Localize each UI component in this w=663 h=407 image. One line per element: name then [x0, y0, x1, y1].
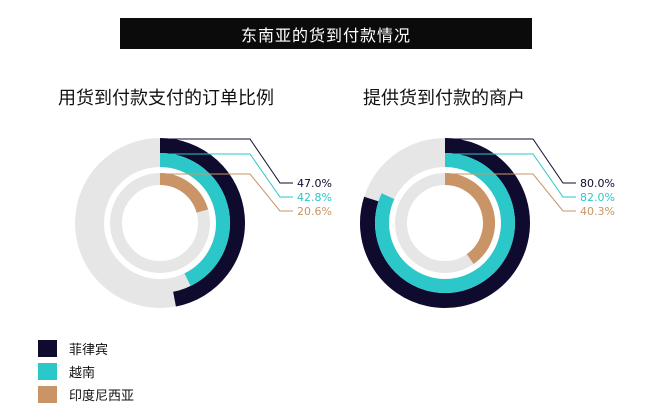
ring-arc-vietnam [375, 153, 515, 293]
right-chart-title: 提供货到付款的商户 [363, 88, 525, 109]
legend-swatch-philippines [38, 340, 57, 357]
left-chart-title: 用货到付款支付的订单比例 [58, 88, 274, 109]
ring-arc-indonesia [444, 173, 495, 264]
leader-line-indonesia [445, 173, 576, 212]
main-title: 东南亚的货到付款情况 [240, 25, 411, 45]
leader-line-indonesia [160, 173, 293, 212]
legend-item-vietnam: 越南 [38, 361, 134, 382]
value-label-indonesia: 40.3% [580, 205, 615, 218]
value-label-vietnam: 42.8% [297, 191, 332, 204]
legend-swatch-vietnam [38, 363, 57, 380]
legend-item-indonesia: 印度尼西亚 [38, 384, 134, 405]
ring-arc-vietnam [159, 153, 230, 286]
radial-chart-2: 80.0%82.0%40.3% [360, 138, 615, 308]
value-label-philippines: 80.0% [580, 177, 615, 190]
legend-item-philippines: 菲律宾 [38, 338, 134, 359]
leader-line-philippines [160, 138, 293, 184]
leader-line-vietnam [160, 153, 293, 198]
leader-line-philippines [445, 138, 576, 184]
legend-label: 菲律宾 [69, 343, 109, 358]
legend-label: 印度尼西亚 [69, 389, 135, 404]
ring-arc-philippines [360, 138, 530, 308]
value-label-philippines: 47.0% [297, 177, 332, 190]
value-label-vietnam: 82.0% [580, 191, 615, 204]
legend-label: 越南 [69, 366, 96, 381]
leader-line-vietnam [445, 153, 576, 198]
radial-chart-1: 47.0%42.8%20.6% [75, 138, 332, 308]
legend-swatch-indonesia [38, 386, 57, 403]
ring-arc-indonesia [159, 173, 209, 213]
ring-arc-philippines [159, 138, 245, 307]
chart-title-bar: 东南亚的货到付款情况 [120, 18, 532, 49]
legend: 菲律宾 越南 印度尼西亚 [38, 338, 134, 407]
value-label-indonesia: 20.6% [297, 205, 332, 218]
